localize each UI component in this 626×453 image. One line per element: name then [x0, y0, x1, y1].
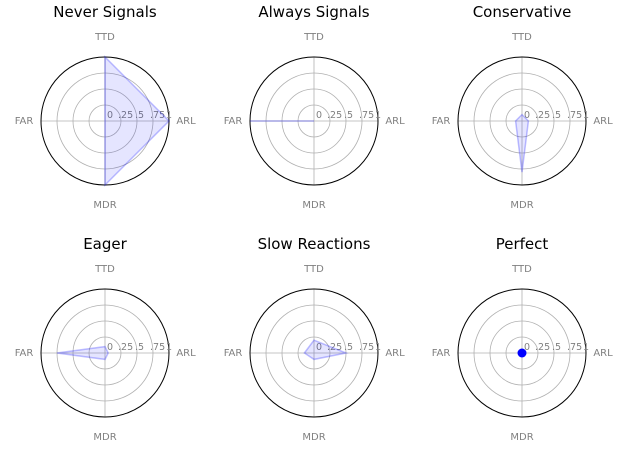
axis-label-far: FAR	[224, 116, 243, 127]
outer-ring	[457, 288, 587, 418]
axis-label-ttd: TTD	[303, 32, 324, 43]
radial-tick-label: .5	[552, 110, 561, 121]
axis-label-ttd: TTD	[511, 32, 532, 43]
radar-always-signals: Always Signals 0 .25.5 .75 1 TTD ARL MDR FAR	[224, 3, 405, 211]
axis-label-mdr: MDR	[93, 432, 116, 443]
chart-title: Never Signals	[53, 3, 157, 21]
axis-label-ttd: TTD	[303, 264, 324, 275]
radial-tick-label: 1	[375, 110, 381, 121]
axis-label-mdr: MDR	[302, 432, 325, 443]
data-polygon	[56, 345, 110, 361]
radial-tick-label: .5	[344, 342, 353, 353]
radial-tick-label: 1	[166, 110, 172, 121]
radial-tick-label: .75	[567, 342, 582, 353]
radial-tick-label: .5	[135, 342, 144, 353]
data-point	[517, 348, 527, 358]
radar-perfect: Perfect 0 .25.5 .75 1 TTD ARL MDR FAR	[432, 235, 613, 443]
axis-label-mdr: MDR	[93, 200, 116, 211]
radial-tick-label: 0	[316, 342, 322, 353]
chart-title: Eager	[83, 235, 127, 253]
radial-tick-label: .75	[359, 110, 374, 121]
axis-label-far: FAR	[432, 116, 451, 127]
axis-label-arl: ARL	[176, 348, 196, 359]
radar-eager: Eager 0 .25.5 .75 1 TTD ARL MDR FAR	[15, 235, 196, 443]
radial-tick-label: .25	[118, 110, 133, 121]
chart-title: Slow Reactions	[258, 235, 371, 253]
axis-label-mdr: MDR	[510, 432, 533, 443]
axis-label-far: FAR	[15, 348, 34, 359]
radial-tick-label: 0	[524, 110, 530, 121]
axis-label-mdr: MDR	[510, 200, 533, 211]
radial-tick-label: 1	[375, 342, 381, 353]
axis-label-mdr: MDR	[302, 200, 325, 211]
outer-ring	[457, 56, 587, 186]
outer-ring	[40, 288, 170, 418]
axis-label-arl: ARL	[176, 116, 196, 127]
radial-tick-label: 0	[524, 342, 530, 353]
outer-ring	[249, 288, 379, 418]
chart-title: Conservative	[473, 3, 572, 21]
outer-ring	[40, 56, 170, 186]
axis-label-ttd: TTD	[94, 32, 115, 43]
axis-label-arl: ARL	[385, 116, 405, 127]
radial-tick-label: 1	[583, 110, 589, 121]
radial-tick-label: .75	[150, 342, 165, 353]
axis-label-far: FAR	[432, 348, 451, 359]
axis-label-far: FAR	[15, 116, 34, 127]
axis-label-ttd: TTD	[511, 264, 532, 275]
radial-tick-label: .25	[118, 342, 133, 353]
chart-title: Perfect	[496, 235, 549, 253]
data-polygon	[514, 113, 530, 173]
axis-label-ttd: TTD	[94, 264, 115, 275]
radar-never-signals: Never Signals 0 .25.5 .75 1 TTD ARL MDR FAR	[15, 3, 196, 211]
radial-tick-label: 0	[107, 342, 113, 353]
radial-tick-label: .5	[552, 342, 561, 353]
radial-tick-label: .5	[135, 110, 144, 121]
radial-tick-label: .75	[150, 110, 165, 121]
radial-tick-label: .25	[535, 110, 550, 121]
axis-label-arl: ARL	[385, 348, 405, 359]
radial-tick-label: 0	[316, 110, 322, 121]
radar-slow-reactions: Slow Reactions 0 .25.5 .75 1 TTD ARL MDR FAR	[224, 235, 405, 443]
chart-title: Always Signals	[258, 3, 369, 21]
axis-label-far: FAR	[224, 348, 243, 359]
radial-tick-label: 1	[166, 342, 172, 353]
data-polygon	[104, 55, 171, 187]
radial-tick-label: .25	[535, 342, 550, 353]
radial-tick-label: .25	[327, 110, 342, 121]
axis-label-arl: ARL	[593, 348, 613, 359]
radial-tick-label: 0	[107, 110, 113, 121]
radial-tick-label: .75	[567, 110, 582, 121]
axis-label-arl: ARL	[593, 116, 613, 127]
radar-conservative: Conservative 0 .25.5 .75 1 TTD ARL MDR FAR	[432, 3, 613, 211]
radial-tick-label: .5	[344, 110, 353, 121]
radial-tick-label: .25	[327, 342, 342, 353]
radial-tick-label: 1	[583, 342, 589, 353]
data-polygon	[303, 339, 349, 361]
outer-ring	[249, 56, 379, 186]
radial-tick-label: .75	[359, 342, 374, 353]
